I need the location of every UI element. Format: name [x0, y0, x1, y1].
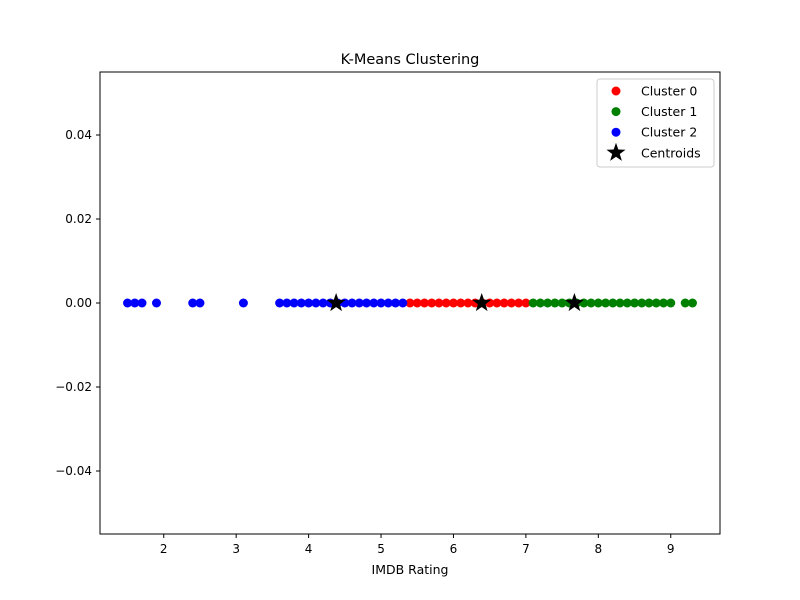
series-cluster-1	[528, 298, 697, 308]
centroid-marker	[564, 293, 584, 312]
data-point	[463, 298, 473, 308]
series-centroids	[326, 293, 584, 312]
data-point	[289, 298, 299, 308]
data-point	[369, 298, 379, 308]
marks-layer	[123, 293, 697, 312]
data-point	[543, 298, 553, 308]
data-point	[456, 298, 466, 308]
data-point	[666, 298, 676, 308]
data-point	[528, 298, 538, 308]
data-point	[601, 298, 611, 308]
data-point	[680, 298, 690, 308]
data-point	[687, 298, 697, 308]
data-point	[651, 298, 661, 308]
x-tick-label: 9	[667, 542, 675, 556]
data-point	[506, 298, 516, 308]
data-point	[354, 298, 364, 308]
legend-label: Cluster 0	[641, 84, 697, 99]
y-axis-ticks: 0.04 0.02 0.00 −0.02 −0.04	[55, 128, 100, 478]
data-point	[137, 298, 147, 308]
data-point	[419, 298, 429, 308]
data-point	[557, 298, 567, 308]
legend-label: Centroids	[641, 145, 701, 160]
legend-label: Cluster 2	[641, 125, 697, 140]
data-point	[347, 298, 357, 308]
data-point	[630, 298, 640, 308]
data-point	[412, 298, 422, 308]
data-point	[441, 298, 451, 308]
x-tick-label: 5	[377, 542, 385, 556]
x-tick-label: 2	[160, 542, 168, 556]
series-cluster-0	[405, 298, 531, 308]
y-tick-label: 0.00	[65, 296, 92, 310]
data-point	[188, 298, 198, 308]
data-point	[608, 298, 618, 308]
chart-title: K-Means Clustering	[341, 52, 480, 68]
x-tick-label: 8	[594, 542, 602, 556]
data-point	[195, 298, 205, 308]
y-tick-label: −0.04	[55, 464, 92, 478]
data-point	[593, 298, 603, 308]
data-point	[550, 298, 560, 308]
data-point	[398, 298, 408, 308]
data-point	[376, 298, 386, 308]
x-tick-label: 4	[305, 542, 313, 556]
x-tick-label: 6	[450, 542, 458, 556]
data-point	[238, 298, 248, 308]
data-point	[644, 298, 654, 308]
data-point	[318, 298, 328, 308]
data-point	[304, 298, 314, 308]
data-point	[637, 298, 647, 308]
data-point	[434, 298, 444, 308]
data-point	[514, 298, 524, 308]
data-point	[383, 298, 393, 308]
legend: Cluster 0 Cluster 1 Cluster 2 Centroids	[596, 78, 715, 168]
data-point	[615, 298, 625, 308]
data-point	[151, 298, 161, 308]
data-point	[427, 298, 437, 308]
legend-marker	[611, 107, 621, 117]
data-point	[311, 298, 321, 308]
data-point	[499, 298, 509, 308]
x-tick-label: 3	[232, 542, 240, 556]
legend-marker	[611, 86, 621, 96]
centroid-marker	[326, 293, 346, 312]
x-axis-ticks: 2 3 4 5 6 7 8 9	[160, 534, 675, 556]
series-cluster-2	[123, 298, 408, 308]
y-tick-label: −0.02	[55, 380, 92, 394]
data-point	[535, 298, 545, 308]
y-tick-label: 0.02	[65, 212, 92, 226]
legend-frame	[596, 78, 715, 168]
x-axis-label: IMDB Rating	[372, 562, 449, 577]
legend-marker	[606, 142, 626, 161]
legend-marker	[611, 127, 621, 137]
data-point	[391, 298, 401, 308]
data-point	[586, 298, 596, 308]
data-point	[448, 298, 458, 308]
data-point	[282, 298, 292, 308]
data-point	[362, 298, 372, 308]
data-point	[622, 298, 632, 308]
data-point	[123, 298, 133, 308]
data-point	[492, 298, 502, 308]
data-point	[405, 298, 415, 308]
data-point	[296, 298, 306, 308]
x-tick-label: 7	[522, 542, 530, 556]
data-point	[521, 298, 531, 308]
y-tick-label: 0.04	[65, 128, 92, 142]
legend-label: Cluster 1	[641, 104, 697, 119]
data-point	[659, 298, 669, 308]
data-point	[130, 298, 140, 308]
centroid-marker	[472, 293, 492, 312]
data-point	[275, 298, 285, 308]
